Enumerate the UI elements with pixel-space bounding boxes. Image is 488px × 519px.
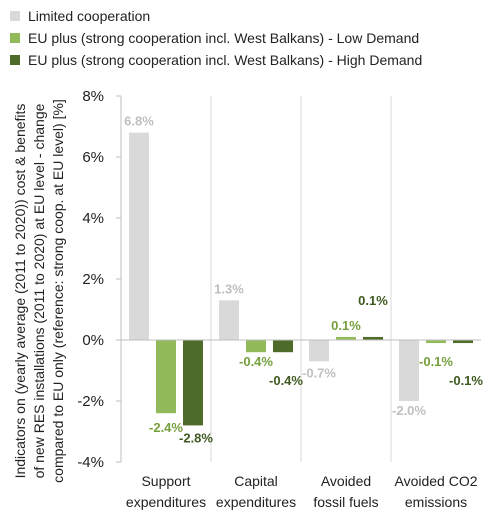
legend-swatch-3 — [10, 55, 20, 65]
y-tick-label: 6% — [82, 149, 104, 166]
data-label-2-4: -0.1% — [419, 354, 453, 369]
bar-3-3 — [363, 336, 383, 340]
category-label-3: fossil fuels — [313, 494, 378, 510]
bar-2-1 — [156, 340, 176, 414]
bar-3-1 — [183, 340, 203, 426]
data-label-3-2: -0.4% — [269, 373, 303, 388]
bar-1-4 — [399, 340, 419, 401]
bar-2-3 — [336, 336, 356, 340]
bar-1-2 — [219, 300, 239, 340]
legend-label-2: EU plus (strong cooperation incl. West B… — [28, 30, 419, 46]
y-tick-label: 0% — [82, 332, 104, 349]
y-tick-label: -2% — [77, 393, 104, 410]
bar-1-3 — [309, 340, 329, 362]
y-tick-label: 8% — [82, 88, 104, 105]
y-tick-label: 2% — [82, 271, 104, 288]
data-label-3-4: -0.1% — [449, 373, 483, 388]
y-axis-title-line-2: of new RES installations (2011 to 2020) … — [31, 103, 47, 478]
bar-2-2 — [246, 340, 266, 353]
category-label-4: Avoided CO2 — [394, 473, 477, 489]
category-label-1: Support — [141, 473, 190, 489]
data-label-2-2: -0.4% — [239, 354, 273, 369]
y-axis-title-line-3: compared to EU only (reference: strong c… — [50, 99, 66, 483]
bar-3-2 — [273, 340, 293, 353]
data-label-3-1: -2.8% — [179, 430, 213, 445]
legend-label-1: Limited cooperation — [28, 8, 150, 24]
y-axis-title-line-1: Indicators on (yearly average (2011 to 2… — [12, 104, 28, 479]
legend-swatch-1 — [10, 11, 20, 21]
legend-label-3: EU plus (strong cooperation incl. West B… — [28, 52, 422, 68]
data-label-1-1: 6.8% — [124, 114, 154, 129]
data-label-2-3: 0.1% — [331, 318, 361, 333]
category-label-3: Avoided — [321, 473, 371, 489]
legend-swatch-2 — [10, 33, 20, 43]
y-tick-label: 4% — [82, 210, 104, 227]
category-label-1: expenditures — [126, 494, 206, 510]
data-label-3-3: 0.1% — [358, 293, 388, 308]
category-label-2: Capital — [234, 473, 278, 489]
data-label-1-3: -0.7% — [302, 365, 336, 380]
category-label-4: emissions — [405, 494, 467, 510]
data-label-1-2: 1.3% — [214, 281, 244, 296]
y-tick-label: -4% — [77, 454, 104, 471]
data-label-1-4: -2.0% — [392, 403, 426, 418]
bar-2-4 — [426, 340, 446, 344]
category-label-2: expenditures — [216, 494, 296, 510]
bar-1-1 — [129, 132, 149, 340]
data-label-2-1: -2.4% — [149, 420, 183, 435]
bar-3-4 — [453, 340, 473, 344]
